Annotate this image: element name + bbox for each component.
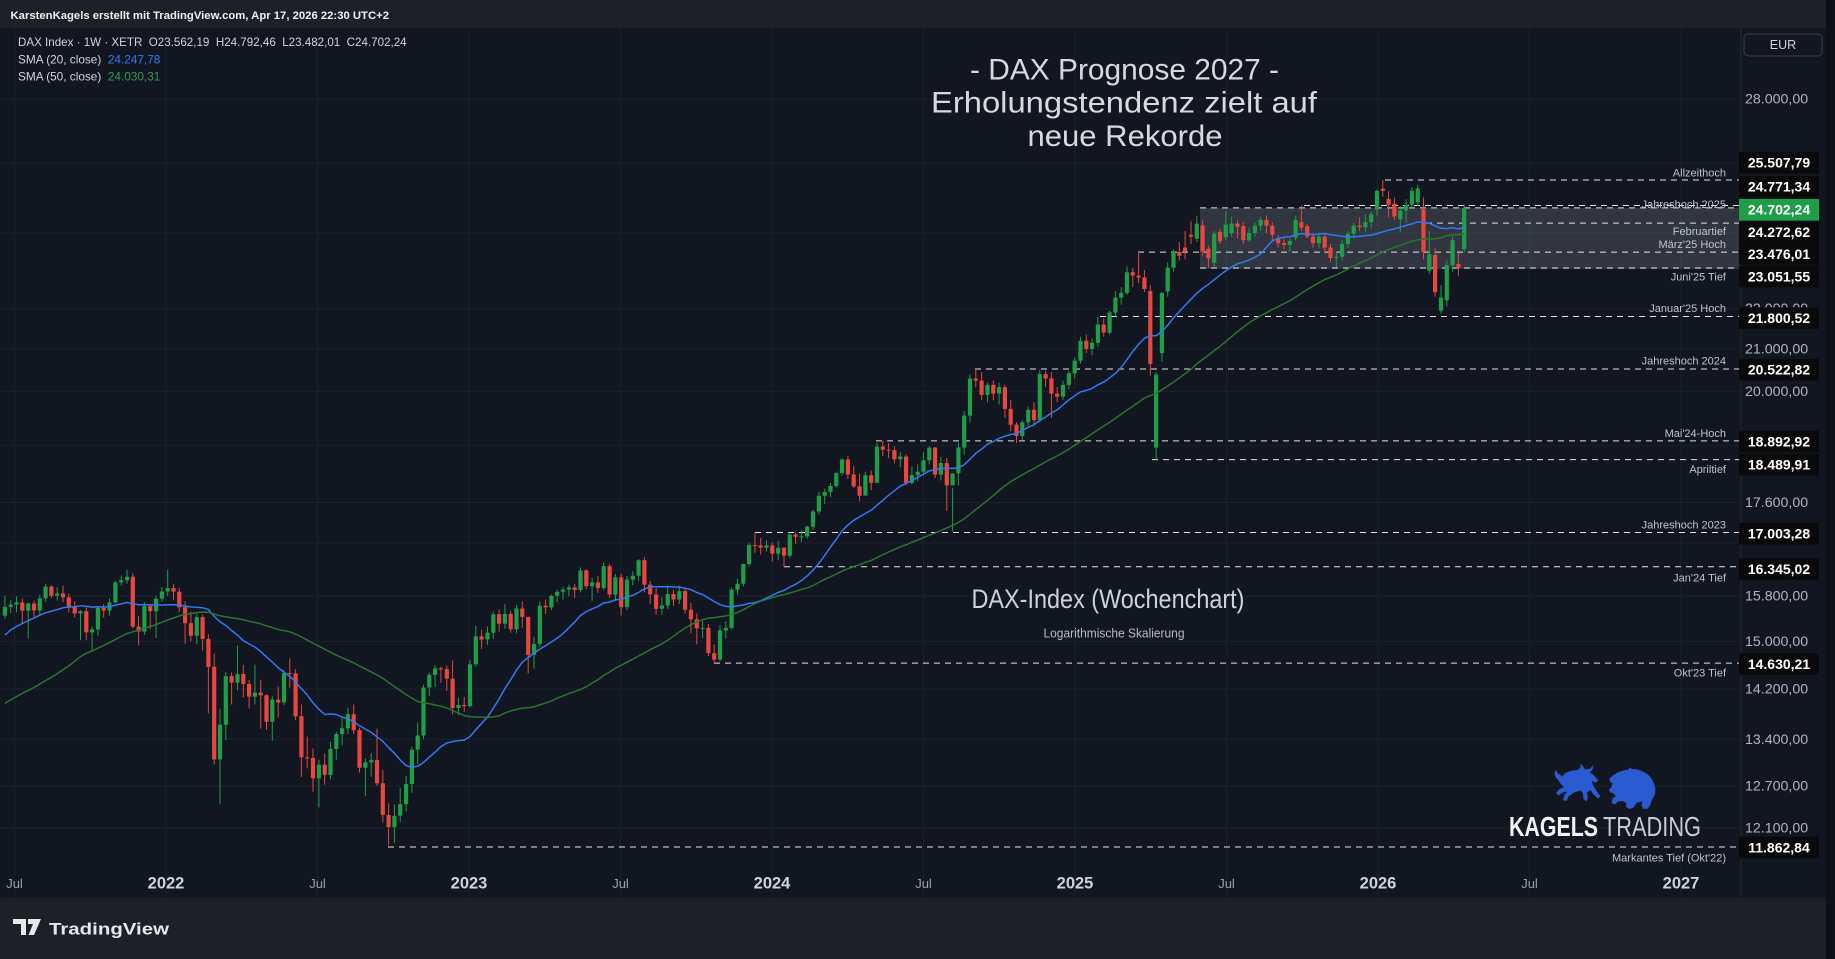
svg-text:20.000,00: 20.000,00 (1745, 384, 1808, 400)
svg-text:Mai'24-Hoch: Mai'24-Hoch (1665, 428, 1726, 440)
svg-text:12.100,00: 12.100,00 (1745, 821, 1808, 837)
svg-text:12.700,00: 12.700,00 (1745, 779, 1808, 795)
svg-text:17.600,00: 17.600,00 (1745, 495, 1808, 511)
svg-text:18.489,91: 18.489,91 (1748, 456, 1810, 472)
svg-text:20.522,82: 20.522,82 (1748, 361, 1810, 377)
svg-text:DAX Index · 1W · XETR O23.562: DAX Index · 1W · XETR O23.562,19 H24.792… (18, 36, 407, 49)
svg-text:24.771,34: 24.771,34 (1748, 179, 1810, 195)
svg-text:23.476,01: 23.476,01 (1748, 246, 1810, 262)
svg-text:Jul: Jul (1218, 876, 1235, 891)
svg-text:- DAX Prognose 2027 -: - DAX Prognose 2027 - (970, 54, 1279, 87)
svg-text:Logarithmische Skalierung: Logarithmische Skalierung (1044, 626, 1185, 641)
svg-text:15.000,00: 15.000,00 (1745, 634, 1808, 650)
svg-text:15.800,00: 15.800,00 (1745, 589, 1808, 605)
svg-text:KAGELS: KAGELS (1509, 811, 1598, 842)
svg-text:Jul: Jul (6, 876, 23, 891)
svg-text:KarstenKagels erstellt mit Tra: KarstenKagels erstellt mit TradingView.c… (11, 10, 390, 22)
svg-text:TradingView: TradingView (49, 920, 170, 939)
svg-text:Jahreshoch 2023: Jahreshoch 2023 (1642, 520, 1726, 532)
svg-text:SMA (20, close) 24.247,78: SMA (20, close) 24.247,78 (18, 53, 161, 67)
svg-text:17.003,28: 17.003,28 (1748, 526, 1810, 542)
svg-text:TRADING: TRADING (1603, 811, 1701, 842)
svg-text:13.400,00: 13.400,00 (1745, 732, 1808, 748)
svg-text:Allzeithoch: Allzeithoch (1673, 168, 1726, 180)
svg-text:Februartief: Februartief (1673, 226, 1727, 238)
svg-text:2025: 2025 (1057, 875, 1094, 893)
svg-text:März'25 Hoch: März'25 Hoch (1658, 239, 1726, 251)
svg-text:2027: 2027 (1663, 875, 1700, 893)
svg-text:16.345,02: 16.345,02 (1748, 561, 1810, 577)
svg-text:21.800,52: 21.800,52 (1748, 310, 1810, 326)
svg-text:14.630,21: 14.630,21 (1748, 656, 1810, 672)
svg-text:11.862,84: 11.862,84 (1748, 839, 1810, 855)
svg-text:28.000,00: 28.000,00 (1745, 92, 1808, 108)
svg-text:Apriltief: Apriltief (1689, 464, 1727, 476)
svg-text:23.051,55: 23.051,55 (1748, 268, 1810, 284)
svg-text:18.892,92: 18.892,92 (1748, 433, 1810, 449)
svg-text:2022: 2022 (148, 875, 185, 893)
svg-text:Jul: Jul (1521, 876, 1538, 891)
svg-text:Jan'24 Tief: Jan'24 Tief (1673, 573, 1727, 585)
svg-text:24.272,62: 24.272,62 (1748, 224, 1810, 240)
svg-text:DAX-Index (Wochenchart): DAX-Index (Wochenchart) (972, 584, 1245, 614)
svg-text:neue Rekorde: neue Rekorde (1028, 120, 1223, 153)
svg-text:25.507,79: 25.507,79 (1748, 155, 1810, 171)
svg-text:Okt'23 Tief: Okt'23 Tief (1674, 668, 1727, 680)
svg-text:Jul: Jul (309, 876, 326, 891)
svg-text:Jul: Jul (612, 876, 629, 891)
svg-text:Jahreshoch 2024: Jahreshoch 2024 (1642, 356, 1726, 368)
svg-text:Erholungstendenz zielt auf: Erholungstendenz zielt auf (931, 87, 1318, 120)
svg-text:Jahreshoch 2025: Jahreshoch 2025 (1642, 199, 1726, 211)
svg-text:Jul: Jul (915, 876, 932, 891)
svg-text:SMA (50, close) 24.030,31: SMA (50, close) 24.030,31 (18, 70, 160, 84)
svg-text:2023: 2023 (451, 875, 488, 893)
svg-text:24.702,24: 24.702,24 (1748, 202, 1810, 218)
svg-text:2026: 2026 (1360, 875, 1397, 893)
svg-text:Markantes Tief (Okt'22): Markantes Tief (Okt'22) (1612, 853, 1726, 865)
svg-text:21.000,00: 21.000,00 (1745, 342, 1808, 358)
svg-text:EUR: EUR (1770, 38, 1796, 52)
svg-text:14.200,00: 14.200,00 (1745, 682, 1808, 698)
svg-text:Januar'25 Hoch: Januar'25 Hoch (1649, 303, 1726, 315)
svg-text:2024: 2024 (754, 875, 792, 893)
svg-text:Juni'25 Tief: Juni'25 Tief (1671, 272, 1727, 284)
